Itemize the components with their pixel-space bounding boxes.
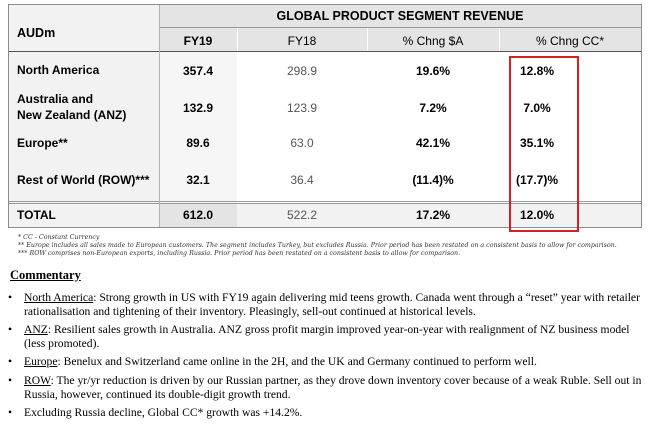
- body-bg: [159, 51, 641, 201]
- cell-fy19: 132.9: [182, 101, 214, 115]
- cell-chg-cc: (17.7)%: [515, 173, 559, 187]
- row-label-row: Rest of World (ROW)***: [17, 173, 150, 187]
- col-divider-3: [367, 28, 368, 51]
- cell-chg-a: 19.6%: [415, 64, 451, 78]
- cell-fy18: 36.4: [290, 173, 314, 187]
- cell-fy19: 357.4: [182, 64, 214, 78]
- bullet-icon: •: [8, 323, 13, 337]
- cell-fy19: 32.1: [186, 173, 210, 187]
- cell-chg-a: (11.4)%: [412, 173, 454, 187]
- list-item: • North America: Strong growth in US with…: [8, 291, 648, 318]
- col-divider-1: [159, 5, 160, 227]
- bullet-text: : Strong growth in US with FY19 again de…: [24, 291, 640, 318]
- cell-fy19: 612.0: [182, 208, 214, 222]
- cell-chg-cc: 12.0%: [519, 208, 555, 222]
- cell-fy18: 123.9: [286, 101, 318, 115]
- bullet-lead: ANZ: [24, 323, 48, 337]
- col-divider-4: [499, 28, 500, 51]
- bullet-text: : Benelux and Switzerland came online in…: [57, 355, 537, 369]
- col-header-chg-cc: % Chng CC*: [535, 34, 605, 48]
- total-separator: [9, 201, 641, 202]
- bullet-text: Excluding Russia decline, Global CC* gro…: [24, 406, 303, 420]
- commentary-title: Commentary: [10, 268, 81, 282]
- label-column-bg: [9, 5, 159, 227]
- bullet-lead: ROW: [24, 373, 51, 387]
- bullet-text: : The yr/yr reduction is driven by our R…: [24, 373, 642, 401]
- cell-chg-cc: 35.1%: [519, 136, 555, 150]
- title-underline: [159, 27, 641, 28]
- footnote: *** ROW comprises non-European exports, …: [18, 250, 461, 257]
- cell-chg-a: 7.2%: [419, 101, 447, 115]
- cell-chg-cc: 12.8%: [519, 64, 555, 78]
- row-label-total: TOTAL: [17, 208, 56, 222]
- cell-fy18: 522.2: [286, 208, 318, 222]
- col-header-chg-a: % Chng $A: [402, 34, 464, 48]
- commentary-bullets: • North America: Strong growth in US with…: [8, 291, 648, 425]
- footnote: ** Europe includes all sales made to Eur…: [18, 242, 617, 249]
- list-item: • Europe: Benelux and Switzerland came on…: [8, 355, 648, 369]
- row-label-north-america: North America: [17, 63, 100, 77]
- footnote: * CC - Constant Currency: [18, 234, 100, 241]
- fy19-column-shade: [159, 51, 237, 203]
- footnotes: * CC - Constant Currency ** Europe inclu…: [18, 234, 617, 258]
- col-header-fy19: FY19: [183, 34, 213, 48]
- bullet-lead: Europe: [24, 355, 58, 369]
- row-label-europe: Europe**: [17, 136, 68, 150]
- revenue-table: AUDm GLOBAL PRODUCT SEGMENT REVENUE FY19…: [8, 4, 642, 232]
- row-label-anz-line2: New Zealand (ANZ): [17, 108, 127, 122]
- col-divider-2: [237, 28, 238, 51]
- total-bg: [159, 203, 641, 227]
- total-fy19-bg: [159, 203, 237, 227]
- row-label-anz-line1: Australia and: [17, 92, 94, 106]
- cell-fy18: 63.0: [290, 136, 314, 150]
- cell-chg-a: 17.2%: [415, 208, 451, 222]
- bullet-icon: •: [8, 355, 13, 369]
- list-item: • ANZ: Resilient sales growth in Australi…: [8, 323, 648, 350]
- bullet-icon: •: [8, 406, 13, 420]
- list-item: • ROW: The yr/yr reduction is driven by o…: [8, 374, 648, 401]
- header-separator: [9, 51, 641, 52]
- cell-fy18: 298.9: [286, 64, 318, 78]
- list-item: • Excluding Russia decline, Global CC* gr…: [8, 406, 648, 420]
- bullet-icon: •: [8, 373, 13, 387]
- bullet-text: : Resilient sales growth in Australia. A…: [24, 323, 630, 350]
- bullet-lead: North America: [24, 291, 94, 304]
- unit-label: AUDm: [17, 26, 56, 40]
- cell-fy19: 89.6: [186, 136, 210, 150]
- cell-chg-cc: 7.0%: [523, 101, 551, 115]
- table-title: GLOBAL PRODUCT SEGMENT REVENUE: [276, 9, 524, 23]
- header-bg: [159, 5, 641, 51]
- total-separator-2: [9, 203, 641, 204]
- col-header-fy18: FY18: [287, 34, 317, 48]
- cell-chg-a: 42.1%: [415, 136, 451, 150]
- bullet-icon: •: [8, 291, 13, 304]
